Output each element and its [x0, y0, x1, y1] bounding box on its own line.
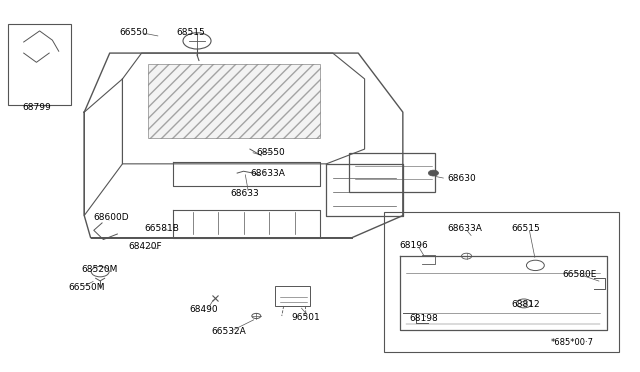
Text: 66550: 66550 [119, 28, 148, 37]
Text: 68198: 68198 [409, 314, 438, 323]
Text: *685*00·7: *685*00·7 [551, 338, 594, 347]
Text: 68633: 68633 [231, 189, 260, 198]
Text: 66515: 66515 [511, 224, 540, 233]
Text: 68520M: 68520M [81, 264, 117, 273]
Bar [275, 286, 310, 306]
Bar [148, 64, 320, 138]
Text: 68812: 68812 [511, 300, 540, 309]
Bar [8, 23, 72, 105]
Text: 68515: 68515 [177, 28, 205, 37]
Text: 66550M: 66550M [68, 283, 105, 292]
Text: 66581B: 66581B [145, 224, 180, 233]
Circle shape [428, 170, 438, 176]
Text: 68196: 68196 [399, 241, 428, 250]
Bar [349, 153, 435, 192]
Bar [384, 212, 620, 352]
Text: 68550: 68550 [256, 148, 285, 157]
Text: 66532A: 66532A [212, 327, 246, 336]
Text: 68630: 68630 [447, 174, 476, 183]
Text: 66580E: 66580E [562, 270, 596, 279]
Text: 68600D: 68600D [94, 213, 129, 222]
Text: 68420F: 68420F [129, 243, 163, 251]
Text: 68799: 68799 [22, 103, 51, 112]
Text: 68633A: 68633A [447, 224, 483, 233]
Text: 68490: 68490 [189, 305, 218, 314]
Text: 96501: 96501 [291, 312, 320, 321]
Text: 68633A: 68633A [250, 169, 285, 177]
